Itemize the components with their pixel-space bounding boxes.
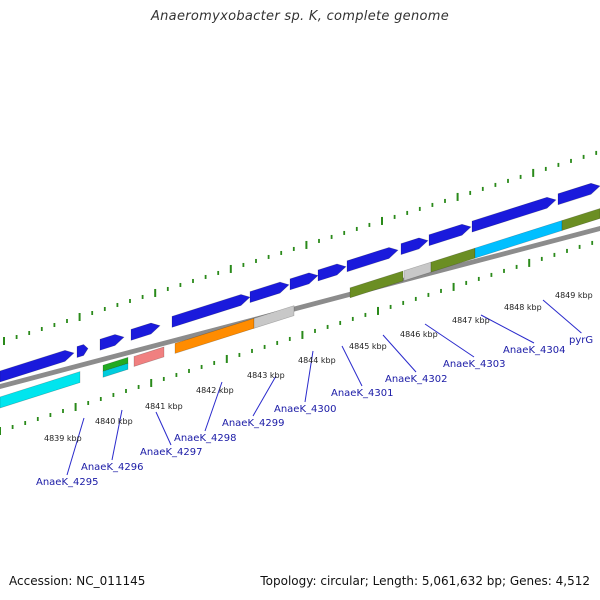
gene-label: AnaeK_4304 [503, 345, 565, 356]
cds-arrow [130, 322, 161, 341]
cds-arrow [557, 182, 600, 206]
kbp-label: 4849 kbp [555, 291, 593, 300]
leader-line [204, 381, 223, 432]
gene-label: AnaeK_4303 [443, 359, 505, 370]
leader-line [341, 345, 363, 387]
cds-arrow [289, 272, 319, 291]
cds-arrow [76, 344, 89, 358]
gene-label: AnaeK_4302 [385, 374, 447, 385]
gene-label: AnaeK_4295 [36, 477, 98, 488]
leader-line [304, 350, 314, 403]
leader-line [542, 299, 582, 334]
kbp-label: 4846 kbp [400, 330, 438, 339]
kbp-labels: 4839 kbp 4840 kbp 4841 kbp 4842 kbp 4843 kbp… [44, 291, 593, 443]
leader-line [252, 375, 277, 417]
cds-arrow [171, 294, 251, 328]
leader-line [480, 314, 535, 344]
feature-olive [561, 208, 600, 231]
kbp-label: 4840 kbp [95, 417, 133, 426]
kbp-label: 4839 kbp [44, 434, 82, 443]
label-leaders [66, 299, 582, 476]
feature-grey [253, 305, 295, 329]
kbp-label: 4847 kbp [452, 316, 490, 325]
kbp-label: 4845 kbp [349, 342, 387, 351]
cds-arrow [249, 281, 290, 304]
cds-arrow [471, 196, 557, 233]
backbone-line [0, 226, 600, 389]
gene-label: AnaeK_4301 [331, 388, 393, 399]
cds-arrow [428, 223, 472, 247]
gene-label: AnaeK_4300 [274, 404, 336, 415]
cds-arrow [400, 237, 429, 256]
gene-label: AnaeK_4298 [174, 433, 236, 444]
gene-label: AnaeK_4297 [140, 447, 202, 458]
leader-line [111, 409, 123, 461]
gene-label: AnaeK_4299 [222, 418, 284, 429]
genome-backbone [0, 226, 600, 389]
feature-cyan [102, 362, 129, 378]
leader-line [382, 334, 417, 373]
leader-line [424, 323, 475, 358]
kbp-label: 4844 kbp [298, 356, 336, 365]
kbp-label: 4841 kbp [145, 402, 183, 411]
accession-text: Accession: NC_011145 [9, 574, 146, 588]
kbp-label: 4848 kbp [504, 303, 542, 312]
inner-tick-ring [0, 240, 594, 435]
gene-label: pyrG [569, 335, 593, 346]
gene-features [0, 182, 600, 409]
feature-olive [349, 270, 404, 299]
leader-line [66, 417, 85, 476]
feature-cyan [0, 371, 81, 409]
feature-pink [133, 346, 165, 367]
outer-tick-ring [3, 150, 598, 345]
kbp-label: 4843 kbp [247, 371, 285, 380]
cds-arrow [346, 247, 399, 273]
kbp-label: 4842 kbp [196, 386, 234, 395]
map-title: Anaeromyxobacter sp. K, complete genome [150, 9, 450, 24]
gene-label: AnaeK_4296 [81, 462, 143, 473]
cds-arrow [0, 350, 75, 383]
topology-summary: Topology: circular; Length: 5,061,632 bp… [260, 574, 590, 588]
leader-line [155, 411, 172, 446]
cds-arrow [317, 263, 347, 282]
cds-arrow [99, 334, 125, 351]
gene-labels: AnaeK_4295 AnaeK_4296 AnaeK_4297 AnaeK_4298… [36, 335, 593, 488]
